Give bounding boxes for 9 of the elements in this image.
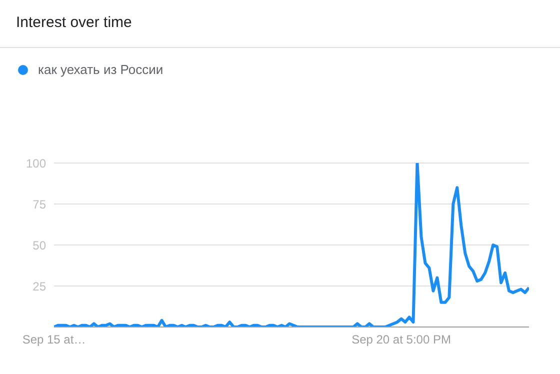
y-tick-label: 25 xyxy=(32,279,46,294)
y-tick-label: 75 xyxy=(32,197,46,212)
line-series xyxy=(54,163,529,327)
chart-title: Interest over time xyxy=(16,14,132,31)
y-tick-label: 50 xyxy=(32,238,46,252)
legend-label: как уехать из России xyxy=(37,62,164,77)
y-tick-label: 100 xyxy=(26,156,46,170)
x-tick-label: Sep 15 at… xyxy=(22,332,86,347)
x-tick-label: Sep 20 at 5:00 PM xyxy=(352,332,451,347)
